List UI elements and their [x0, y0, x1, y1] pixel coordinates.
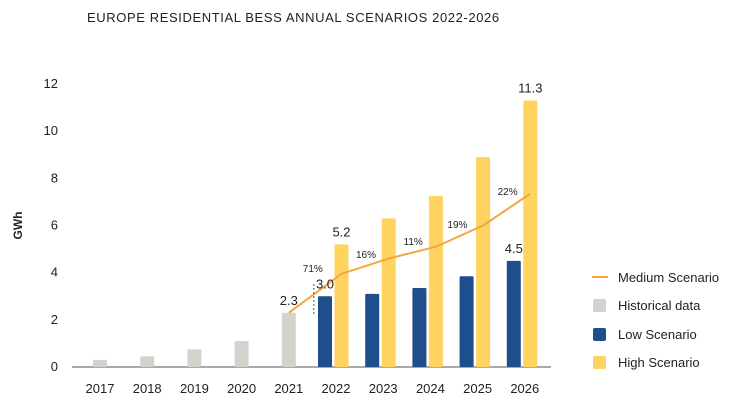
x-tick-label: 2024 — [416, 381, 445, 396]
x-tick-label: 2023 — [369, 381, 398, 396]
bar-historical-2017 — [93, 359, 107, 367]
y-tick-label: 0 — [51, 359, 58, 374]
bar-high-2023 — [381, 218, 396, 367]
x-tick-label: 2022 — [322, 381, 351, 396]
growth-label: 71% — [303, 264, 323, 275]
data-label: 2.3 — [280, 293, 298, 308]
data-label: 3.0 — [316, 276, 334, 291]
legend-swatch-historical — [593, 299, 606, 313]
y-tick-label: 12 — [44, 76, 58, 91]
data-label: 11.3 — [518, 81, 542, 96]
growth-label: 19% — [447, 220, 467, 231]
data-label: 5.2 — [332, 224, 350, 239]
bar-low-2023 — [365, 293, 380, 367]
x-tick-label: 2018 — [133, 381, 162, 396]
growth-label: 11% — [404, 237, 423, 248]
bar-high-2026 — [523, 100, 538, 367]
x-tick-label: 2017 — [86, 381, 115, 396]
y-axis-label: GWh — [11, 212, 25, 240]
y-tick-label: 10 — [44, 123, 58, 138]
bar-historical-2018 — [140, 356, 155, 367]
bar-low-2024 — [412, 287, 427, 367]
bar-historical-2021 — [281, 312, 296, 367]
legend-label-low: Low Scenario — [618, 326, 697, 342]
x-tick-label: 2019 — [180, 381, 209, 396]
y-tick-label: 4 — [51, 265, 58, 280]
bar-low-2026 — [506, 260, 521, 367]
legend-label-high: High Scenario — [618, 355, 700, 371]
y-tick-label: 8 — [51, 170, 58, 185]
bar-high-2022 — [334, 244, 349, 367]
bar-low-2022 — [318, 296, 332, 367]
y-tick-label: 6 — [51, 218, 58, 233]
data-label: 4.5 — [505, 241, 523, 256]
chart-legend: Medium Scenario Historical data Low Scen… — [592, 263, 732, 377]
legend-item-low[interactable]: Low Scenario — [592, 320, 732, 349]
growth-label: 16% — [356, 250, 376, 261]
legend-item-medium[interactable]: Medium Scenario — [592, 263, 732, 292]
chart-title: EUROPE RESIDENTIAL BESS ANNUAL SCENARIOS… — [87, 10, 500, 25]
legend-label-historical: Historical data — [618, 298, 701, 314]
y-tick-label: 2 — [51, 312, 58, 327]
legend-item-historical[interactable]: Historical data — [592, 292, 732, 321]
x-tick-label: 2025 — [463, 381, 492, 396]
x-tick-label: 2021 — [274, 381, 303, 396]
x-tick-label: 2026 — [510, 381, 539, 396]
legend-swatch-low — [593, 327, 606, 341]
line-medium-scenario — [288, 192, 531, 314]
x-tick-label: 2020 — [227, 381, 256, 396]
bar-historical-2020 — [234, 341, 249, 367]
legend-item-high[interactable]: High Scenario — [592, 349, 732, 378]
bar-low-2025 — [459, 276, 474, 367]
legend-label-medium: Medium Scenario — [618, 269, 720, 285]
legend-swatch-high — [593, 356, 606, 370]
legend-swatch-medium — [592, 276, 608, 279]
bar-high-2025 — [476, 157, 491, 367]
bar-historical-2019 — [187, 349, 202, 367]
growth-label: 22% — [498, 187, 518, 198]
bar-high-2024 — [428, 196, 443, 367]
